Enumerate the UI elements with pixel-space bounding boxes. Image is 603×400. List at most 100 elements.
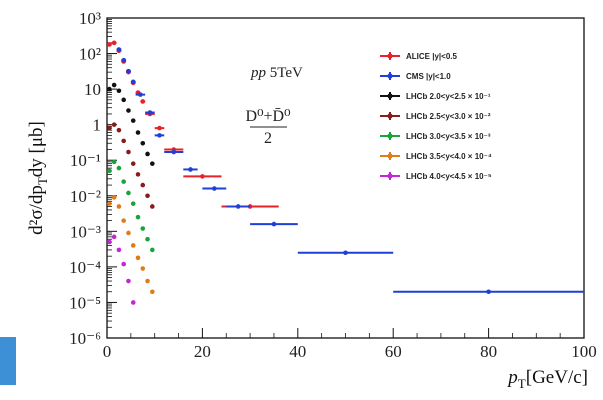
data-point [145,193,150,199]
data-point [126,278,131,284]
series-1 [116,47,584,295]
legend-marker [387,133,393,139]
series-5 [107,195,155,295]
data-point [126,190,131,196]
data-point [157,125,162,131]
y-tick-label: 10⁻³ [70,222,101,241]
legend-entry: CMS |y|<1.0 [380,72,451,81]
data-point [111,159,117,165]
data-point [145,236,150,242]
data-point [486,289,491,295]
data-point [200,174,205,179]
data-point [107,125,112,131]
data-point [121,138,126,144]
y-tick-label: 10⁻⁴ [69,258,101,277]
data-point [150,204,155,209]
corner-graphic [0,337,16,385]
legend-entry: ALICE |y|<0.5 [380,52,457,61]
data-point [147,110,153,115]
data-marks [107,40,584,305]
data-point [107,86,112,92]
legend: ALICE |y|<0.5 CMS |y|<1.0 LHCb 2.0<y<2.5 ×… [380,52,492,181]
data-point [135,255,141,261]
data-point [116,127,122,133]
legend-label: CMS |y|<1.0 [406,72,451,81]
data-point [111,195,117,200]
data-point [188,167,193,172]
data-point [107,168,112,174]
y-tick-label: 10² [79,45,101,64]
y-axis-title: d²σ/dpTdy [μb] [26,121,50,235]
y-tick-label: 10 [84,80,101,99]
y-ticks: 10⁻⁶ 10⁻⁵ 10⁻⁴ 10⁻³ 10⁻² 10⁻¹ 1 10 10² 10³ [69,9,117,348]
data-point [130,161,136,166]
data-point [150,289,155,295]
data-point [130,118,136,123]
data-point [130,201,136,206]
data-point [111,40,117,46]
y-tick-label: 10⁻² [70,187,101,206]
y-tick-label: 10⁻⁵ [69,293,101,312]
data-point [271,221,277,227]
data-point [111,82,117,88]
data-point [150,247,155,253]
data-point [130,79,136,85]
data-point [121,97,126,103]
x-tick-label: 100 [571,342,597,361]
data-point [126,68,131,74]
x-tick-label: 40 [289,342,306,361]
fraction-denominator: 2 [264,130,272,147]
data-point [121,57,126,63]
plot-frame [106,17,585,339]
data-point [111,122,117,127]
legend-entry: LHCb 3.5<y<4.0 × 10⁻⁴ [380,152,492,161]
data-point [107,42,112,47]
data-point [140,99,146,104]
legend-label: ALICE |y|<0.5 [406,52,457,61]
data-point [145,151,150,157]
x-tick-label: 0 [103,342,112,361]
x-tick-label: 80 [480,342,497,361]
data-point [138,92,143,97]
data-point [343,250,348,256]
data-point [107,201,112,206]
system-annotation: pp 5TeV [250,65,303,81]
data-point [140,140,146,146]
data-point [130,300,136,305]
series-6 [107,234,136,305]
data-point [126,108,131,113]
data-point [126,149,131,155]
x-ticks: 0 20 40 60 80 100 [103,328,597,361]
legend-label: LHCb 3.5<y<4.0 × 10⁻⁴ [406,152,492,161]
x-tick-label: 20 [194,342,211,361]
y-tick-label: 10³ [79,9,101,28]
data-point [135,214,141,220]
data-point [135,172,141,177]
data-point [116,88,122,94]
data-point [121,261,126,267]
data-point [121,179,126,184]
data-point [116,47,122,52]
data-point [107,239,112,245]
svg-text:d²σ/dpTdy [μb]: d²σ/dpTdy [μb] [26,121,50,235]
legend-marker [387,93,393,99]
data-point [111,234,117,240]
data-point [157,133,162,138]
y-tick-label: 10⁻¹ [70,151,101,170]
legend-marker [387,113,393,119]
data-point [212,186,217,191]
data-point [116,165,122,171]
legend-label: LHCb 2.5<y<3.0 × 10⁻² [406,112,491,121]
legend-marker [387,173,393,179]
legend-label: LHCb 4.0<y<4.5 × 10⁻⁵ [406,172,492,181]
series-2 [107,82,155,166]
series-3 [107,122,155,209]
fraction-numerator: D⁰+D̄⁰ [246,108,291,125]
data-point [145,278,150,284]
x-axis-title: pT[GeV/c] [506,367,588,391]
legend-entry: LHCb 4.0<y<4.5 × 10⁻⁵ [380,172,492,181]
series-0 [107,40,279,209]
legend-entry: LHCb 2.5<y<3.0 × 10⁻² [380,112,491,121]
x-tick-label: 60 [385,342,402,361]
